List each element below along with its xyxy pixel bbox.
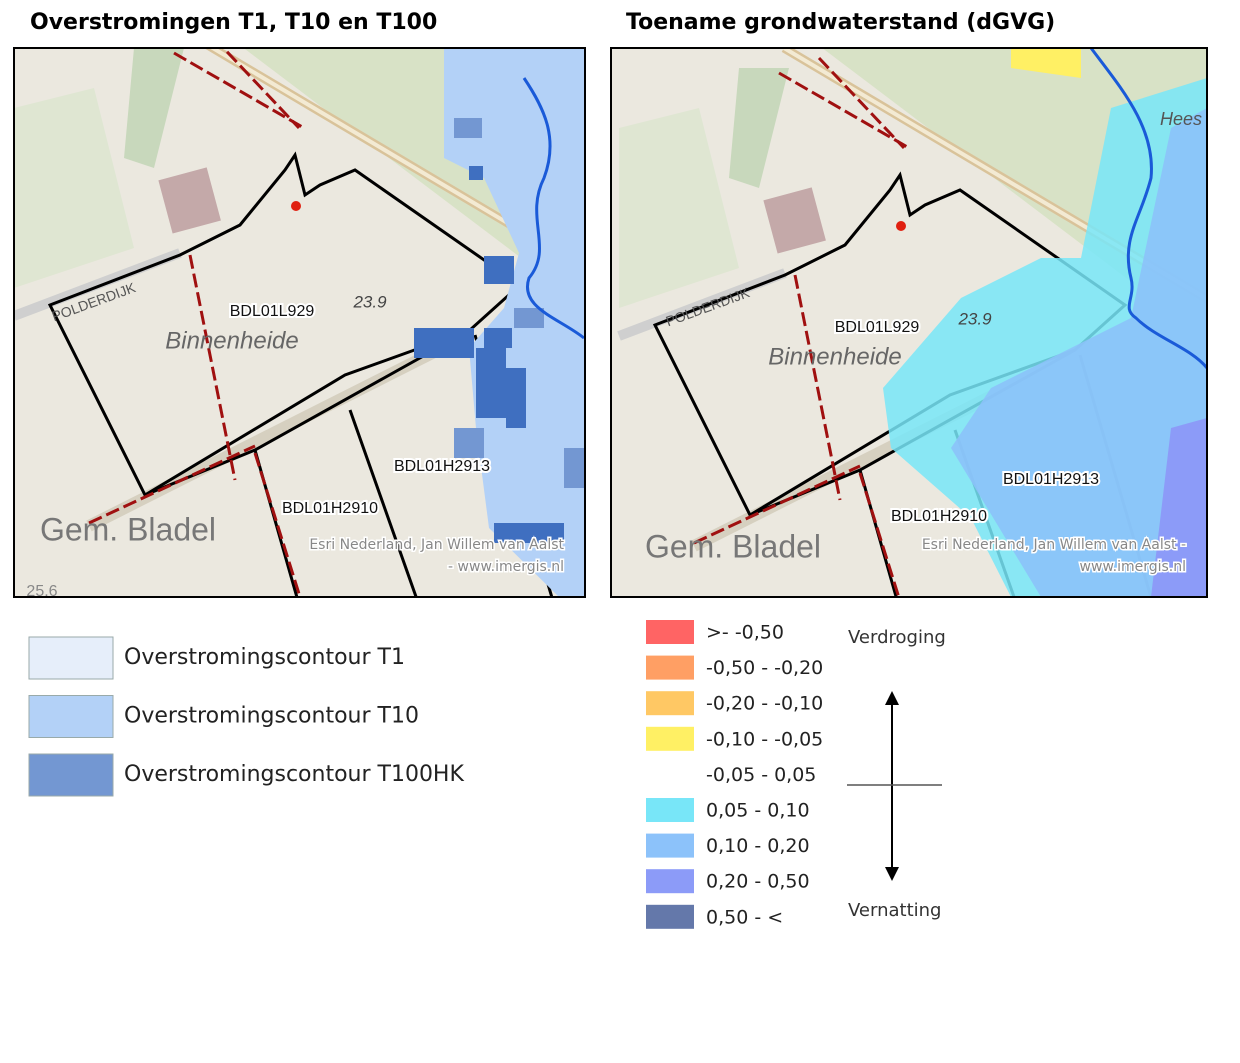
river xyxy=(1089,48,1207,369)
legend-label: 0,10 - 0,20 xyxy=(706,835,810,857)
legend-swatch xyxy=(646,691,694,716)
legend-label: >- -0,50 xyxy=(706,622,784,644)
arrow-head xyxy=(885,691,899,705)
t10-cells xyxy=(454,118,585,488)
map-label: BDL01H2913 xyxy=(1003,471,1099,488)
legend-swatch xyxy=(28,753,114,797)
legend-note: Verdroging xyxy=(848,627,946,648)
map-label: BDL01H2913 xyxy=(394,458,490,475)
legend-swatch xyxy=(28,695,114,738)
map-label: 25.6 xyxy=(26,583,57,600)
map-label: 23.9 xyxy=(352,292,387,311)
arrow-head xyxy=(885,867,899,881)
attribution: www.imergis.nl xyxy=(1080,559,1186,575)
panel-title: Overstromingen T1, T10 en T100 xyxy=(30,10,437,35)
flood-map: POLDERDIJK BDL01L92923.9BinnenheideBDL01H… xyxy=(13,47,586,600)
legend-label: Overstromingscontour T100HK xyxy=(124,762,464,787)
attribution: - www.imergis.nl xyxy=(448,559,564,575)
legend-swatch xyxy=(646,798,694,822)
map-label: BDL01H2910 xyxy=(891,508,987,525)
legend-swatch xyxy=(646,655,694,680)
map-label: Hees xyxy=(1160,109,1202,129)
map-label: BDL01H2910 xyxy=(282,500,378,517)
legend-label: 0,05 - 0,10 xyxy=(706,800,810,822)
legend-label: Overstromingscontour T1 xyxy=(124,645,405,670)
legend-swatch xyxy=(646,869,694,894)
t100-cells xyxy=(414,166,564,543)
legend-label: Overstromingscontour T10 xyxy=(124,704,419,729)
map-label: 23.9 xyxy=(957,309,992,328)
legend-label: -0,05 - 0,05 xyxy=(706,764,816,786)
legend: Overstromingscontour T1 Overstromingscont… xyxy=(28,636,464,797)
wet-area-high xyxy=(1151,418,1207,597)
legend-label: -0,50 - -0,20 xyxy=(706,657,823,679)
map-label: BDL01L929 xyxy=(835,319,920,336)
legend-swatch xyxy=(646,620,694,644)
map-label: Gem. Bladel xyxy=(40,511,216,547)
attribution: Esri Nederland, Jan Willem van Aalst xyxy=(309,537,564,553)
legend-label: -0,20 - -0,10 xyxy=(706,693,823,715)
legend-label: 0,20 - 0,50 xyxy=(706,871,810,893)
map-frame xyxy=(610,47,1208,598)
attribution: Esri Nederland, Jan Willem van Aalst - xyxy=(922,537,1186,553)
legend-swatch xyxy=(646,904,694,929)
dry-area xyxy=(1011,48,1081,78)
legend: Verdroging Vernatting >- -0,50 -0,50 - -0… xyxy=(646,620,946,929)
legend-note: Vernatting xyxy=(848,900,941,921)
map-label: Binnenheide xyxy=(165,327,298,354)
legend-label: -0,10 - -0,05 xyxy=(706,728,823,750)
legend-label: 0,50 - < xyxy=(706,906,783,928)
map-label: Binnenheide xyxy=(768,343,901,370)
river xyxy=(522,77,585,340)
map-label: Gem. Bladel xyxy=(645,528,821,564)
legend-swatch xyxy=(28,636,114,680)
panel-title: Toename grondwaterstand (dGVG) xyxy=(626,10,1055,35)
legend-swatch xyxy=(646,762,694,787)
map-frame xyxy=(13,47,586,598)
map-label: BDL01L929 xyxy=(230,303,315,320)
legend-swatch xyxy=(646,726,694,751)
wet-area-mid xyxy=(951,108,1207,597)
legend-swatch xyxy=(646,833,694,858)
